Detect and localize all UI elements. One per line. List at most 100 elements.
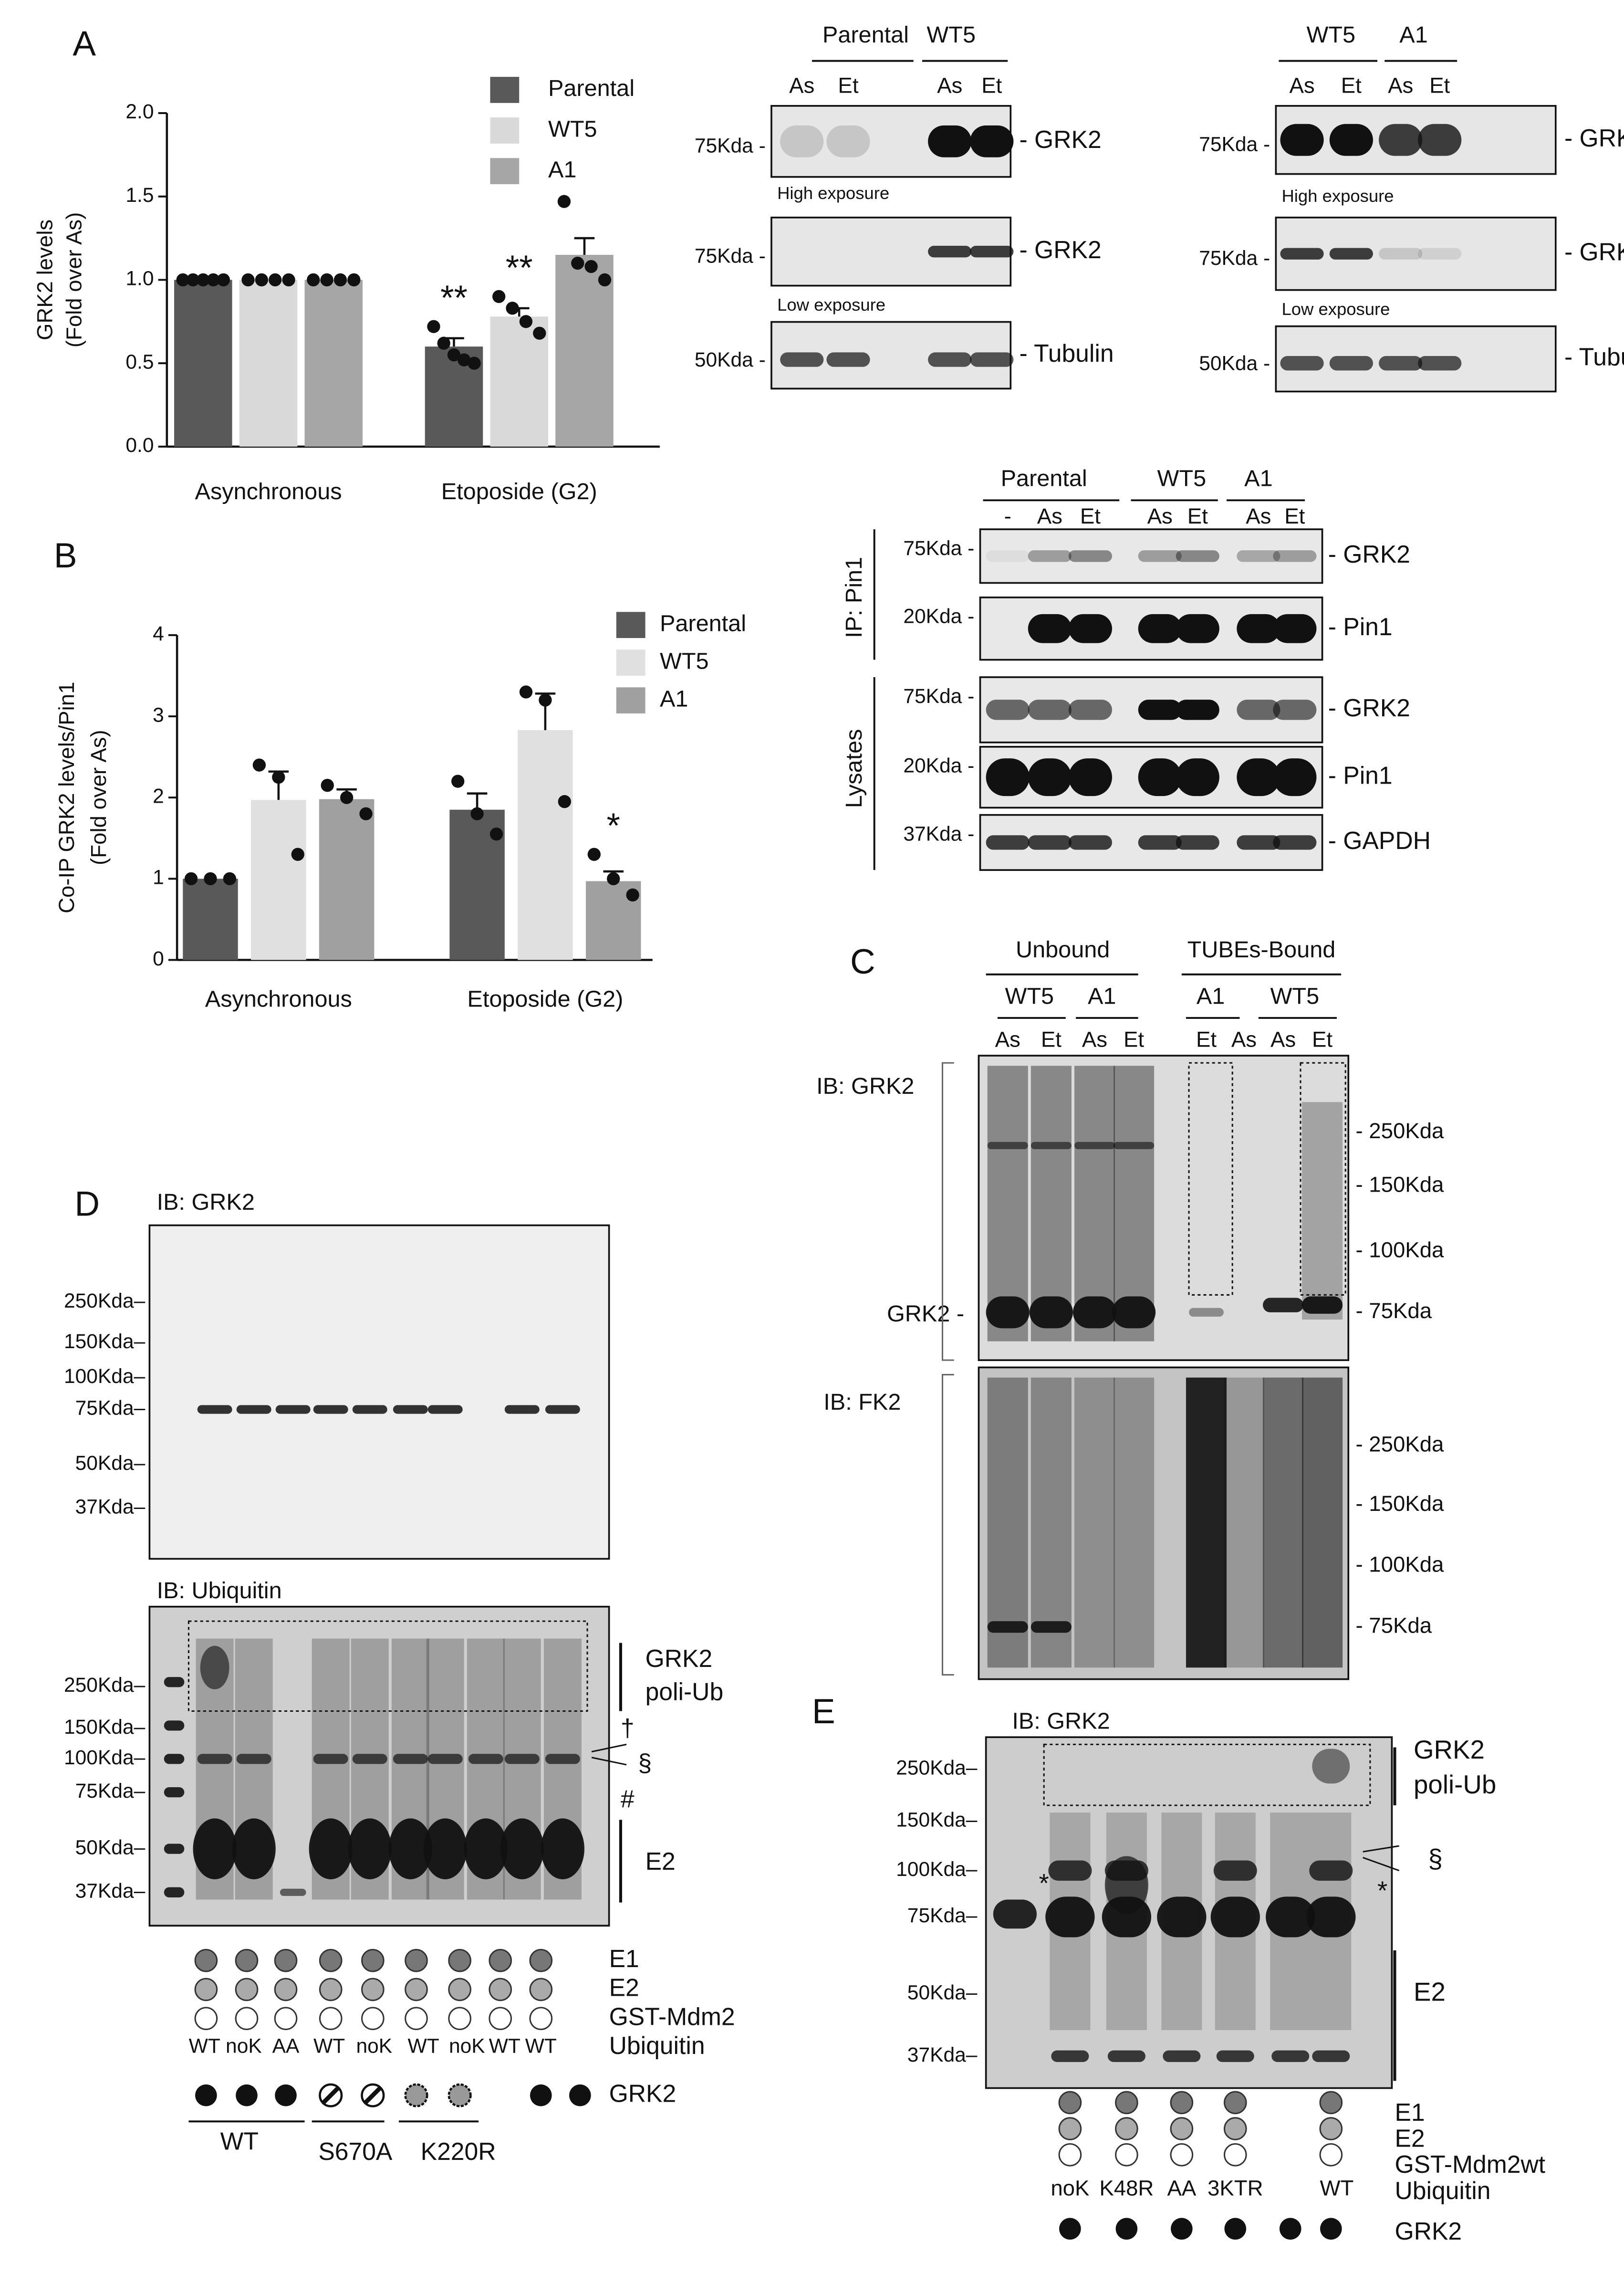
band	[164, 1677, 185, 1687]
smear	[1186, 1377, 1227, 1668]
size-marker: 150Kda–	[896, 1809, 978, 1832]
band	[987, 1621, 1028, 1633]
band	[545, 1405, 580, 1414]
data-point	[451, 775, 465, 788]
band	[164, 1720, 185, 1731]
highlight-box	[1043, 1743, 1371, 1806]
bracket	[941, 1062, 954, 1361]
bar	[319, 799, 375, 960]
size-marker: 75Kda–	[75, 1780, 146, 1802]
reagent-dot	[274, 1948, 298, 1972]
bar	[183, 879, 238, 960]
band	[1138, 614, 1182, 643]
band	[1068, 758, 1112, 796]
size-marker: 75Kda -	[1199, 133, 1270, 156]
band	[164, 1844, 185, 1854]
reagent-dot	[1170, 2117, 1194, 2140]
data-point	[340, 791, 354, 804]
bar	[174, 280, 232, 447]
size-marker: 75Kda -	[695, 245, 766, 268]
section-label: IP: Pin1	[841, 557, 867, 638]
lane-label: Et	[1312, 1027, 1333, 1052]
lane-label: As	[1270, 1027, 1296, 1052]
lane-label: noK	[226, 2035, 262, 2058]
band	[1045, 1896, 1095, 1938]
size-marker: 37Kda–	[907, 2043, 978, 2066]
lane-label: noK	[449, 2035, 485, 2058]
protein-label: - GRK2	[1328, 694, 1410, 722]
reagent-dot	[405, 2007, 428, 2030]
legend-label: A1	[548, 157, 576, 182]
protein-label: - Tubulin	[1564, 343, 1624, 371]
band	[1329, 124, 1373, 156]
band	[1309, 1860, 1353, 1881]
probe-label: IB: GRK2	[1012, 1708, 1110, 1734]
band	[1051, 2050, 1089, 2062]
lane-label: Et	[1284, 504, 1305, 528]
band	[986, 550, 1030, 562]
lane-label: As	[789, 73, 814, 97]
exposure-note: Low exposure	[777, 295, 885, 314]
exposure-note: High exposure	[777, 183, 889, 203]
grk2-dot	[195, 2084, 217, 2106]
bar	[555, 255, 614, 447]
data-point	[571, 256, 584, 270]
band	[1273, 550, 1317, 562]
band	[313, 1405, 348, 1414]
band	[352, 1754, 387, 1764]
bar	[251, 800, 306, 960]
lane-label: noK	[1051, 2176, 1089, 2200]
annotation: poli-Ub	[645, 1678, 724, 1706]
band	[1273, 700, 1317, 720]
band	[1068, 700, 1112, 720]
size-marker: - 75Kda	[1355, 1613, 1432, 1637]
y-tick-label: 0.5	[125, 350, 154, 373]
lane-label: As	[937, 73, 962, 97]
size-marker: 150Kda–	[64, 1330, 146, 1353]
x-tick-label: Asynchronous	[205, 986, 352, 1012]
smear	[1302, 1102, 1343, 1320]
bar	[239, 280, 298, 447]
band	[1176, 550, 1219, 562]
lane-label: WT	[189, 2035, 220, 2058]
lane-group: WT5	[1157, 466, 1207, 492]
legend-swatch	[616, 612, 645, 638]
significance: **	[506, 249, 533, 287]
band	[826, 352, 870, 367]
band	[1280, 248, 1324, 260]
band	[1306, 1896, 1356, 1938]
reagent-dot	[235, 2007, 259, 2030]
annotation: E2	[1414, 1977, 1446, 2006]
band	[1210, 1896, 1260, 1938]
data-point	[282, 273, 295, 287]
smear	[1050, 1812, 1091, 2030]
panel-label: C	[850, 943, 875, 981]
size-marker: 75Kda -	[1199, 247, 1270, 270]
legend-swatch	[616, 687, 645, 713]
grk2-dot	[448, 2083, 472, 2107]
band	[1138, 550, 1182, 562]
reagent-dot	[235, 1978, 259, 2001]
row-label: GST-Mdm2	[609, 2002, 735, 2030]
data-point	[307, 273, 320, 287]
band	[1302, 1296, 1343, 1314]
size-marker: 20Kda -	[903, 605, 974, 628]
reagent-dot	[1319, 2143, 1343, 2167]
band	[1028, 758, 1072, 796]
header: TUBEs-Bound	[1187, 937, 1336, 963]
row-label: GST-Mdm2wt	[1395, 2150, 1546, 2178]
data-point	[347, 273, 361, 287]
lane-group: A1	[1399, 22, 1427, 48]
lane-group: A1	[1197, 983, 1225, 1009]
band	[986, 1296, 1030, 1329]
band	[1104, 1856, 1148, 1914]
grk2-dot	[569, 2084, 591, 2106]
size-marker: 37Kda–	[75, 1880, 146, 1903]
size-marker: 100Kda–	[64, 1746, 146, 1769]
band	[504, 1405, 540, 1414]
row-label: GRK2	[609, 2079, 677, 2107]
band	[164, 1887, 185, 1897]
data-point	[598, 273, 612, 287]
size-marker: - 250Kda	[1355, 1432, 1444, 1456]
